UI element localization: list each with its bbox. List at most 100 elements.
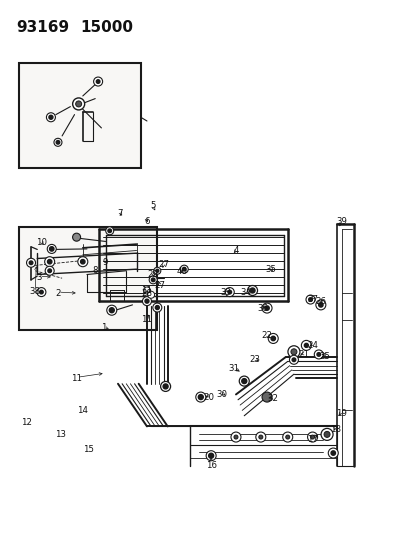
Circle shape	[249, 288, 254, 293]
Circle shape	[46, 113, 55, 122]
Text: 14: 14	[77, 406, 88, 415]
Text: 3: 3	[36, 273, 42, 281]
Text: 93169: 93169	[16, 20, 69, 35]
Circle shape	[247, 286, 257, 295]
Circle shape	[107, 305, 116, 315]
Text: 22: 22	[261, 332, 272, 340]
Circle shape	[47, 260, 52, 264]
Circle shape	[264, 306, 268, 310]
Circle shape	[301, 341, 311, 350]
Text: 26: 26	[315, 297, 325, 305]
Circle shape	[182, 268, 185, 271]
Circle shape	[313, 350, 323, 359]
Circle shape	[73, 98, 84, 110]
Circle shape	[78, 257, 88, 266]
Circle shape	[145, 299, 149, 303]
Circle shape	[45, 266, 54, 275]
Text: 32: 32	[267, 394, 278, 403]
Circle shape	[330, 451, 335, 455]
Circle shape	[198, 394, 203, 400]
Text: 40: 40	[176, 268, 187, 276]
Text: 15000: 15000	[80, 20, 133, 35]
Circle shape	[255, 432, 265, 442]
Circle shape	[310, 435, 314, 439]
Circle shape	[230, 432, 240, 442]
Circle shape	[271, 336, 275, 341]
Text: 19: 19	[335, 409, 346, 417]
Circle shape	[320, 429, 332, 440]
Circle shape	[40, 290, 43, 294]
Circle shape	[105, 227, 114, 235]
Text: 21: 21	[298, 350, 309, 359]
Circle shape	[143, 287, 150, 294]
Circle shape	[93, 77, 102, 86]
Circle shape	[154, 267, 160, 274]
Circle shape	[241, 378, 246, 384]
Text: 36: 36	[257, 304, 268, 312]
Text: 28: 28	[141, 289, 152, 297]
Text: 27: 27	[158, 261, 169, 269]
Text: 11: 11	[141, 316, 152, 324]
Text: 39: 39	[335, 217, 346, 225]
Bar	[19, 63, 140, 168]
Circle shape	[323, 431, 329, 438]
Text: 20: 20	[203, 393, 214, 401]
Circle shape	[81, 260, 85, 264]
Bar	[19, 227, 157, 330]
Text: 15: 15	[83, 445, 94, 454]
Text: 16: 16	[205, 461, 216, 470]
Text: 23: 23	[249, 356, 259, 364]
Circle shape	[26, 259, 36, 267]
Text: 11: 11	[71, 374, 82, 383]
Text: 33: 33	[220, 288, 230, 296]
Text: 25: 25	[319, 352, 330, 360]
Circle shape	[96, 80, 100, 83]
Text: 1: 1	[100, 324, 106, 332]
Text: 37: 37	[306, 295, 317, 304]
Text: 30: 30	[216, 390, 226, 399]
Circle shape	[50, 247, 54, 251]
Circle shape	[152, 303, 161, 312]
Circle shape	[29, 261, 33, 264]
Text: 35: 35	[265, 265, 276, 273]
Circle shape	[307, 432, 317, 442]
Circle shape	[45, 257, 55, 266]
Circle shape	[72, 233, 81, 241]
Circle shape	[239, 376, 249, 386]
Circle shape	[149, 276, 157, 284]
Text: 18: 18	[329, 425, 340, 433]
Circle shape	[258, 435, 262, 439]
Circle shape	[54, 138, 62, 147]
Circle shape	[206, 451, 216, 461]
Circle shape	[151, 278, 154, 281]
Text: 34: 34	[240, 288, 251, 296]
Text: 8: 8	[92, 266, 98, 275]
Text: 5: 5	[150, 201, 156, 209]
Circle shape	[195, 392, 205, 402]
Circle shape	[155, 269, 159, 272]
Circle shape	[318, 303, 322, 307]
Text: 12: 12	[21, 418, 32, 427]
Circle shape	[163, 384, 168, 389]
Circle shape	[180, 265, 188, 273]
Circle shape	[47, 245, 56, 253]
Circle shape	[228, 290, 231, 294]
Text: 4: 4	[233, 246, 238, 255]
Circle shape	[285, 435, 289, 439]
Circle shape	[109, 308, 114, 313]
Circle shape	[160, 382, 170, 391]
Circle shape	[261, 303, 271, 313]
Circle shape	[328, 448, 337, 458]
Text: 7: 7	[117, 209, 123, 217]
Circle shape	[268, 334, 278, 343]
Circle shape	[287, 346, 299, 358]
Circle shape	[147, 291, 154, 298]
Circle shape	[289, 356, 298, 364]
Circle shape	[292, 358, 295, 361]
Text: 10: 10	[36, 238, 47, 247]
Circle shape	[315, 300, 325, 310]
Circle shape	[37, 288, 46, 296]
Text: 2: 2	[55, 289, 61, 297]
Circle shape	[208, 453, 213, 458]
Circle shape	[48, 269, 51, 272]
